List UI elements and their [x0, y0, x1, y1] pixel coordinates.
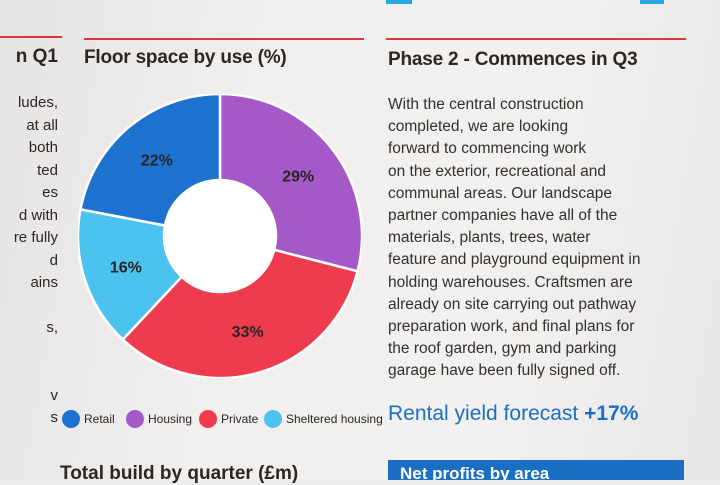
donut-slice-private — [121, 248, 360, 378]
body-line: already on site carrying out pathway — [388, 295, 637, 313]
left-line: both — [28, 139, 58, 156]
body-line: materials, plants, trees, water — [388, 229, 591, 247]
legend-swatch — [62, 410, 80, 428]
left-line: at all — [26, 116, 58, 134]
donut-slice-retail — [79, 94, 222, 227]
net-profits-heading: Net profits by area — [400, 464, 550, 480]
body-line: preparation work, and final plans for — [388, 317, 635, 335]
left-line: v — [50, 386, 59, 404]
body-line: garage have been fully signed off. — [388, 362, 621, 380]
right-divider — [386, 38, 686, 40]
left-body: ludes, at all both ted es d with re full… — [14, 92, 58, 430]
donut-slice-housing — [218, 94, 362, 273]
phase-heading: Phase 2 - Commences in Q3 — [388, 49, 638, 70]
legend-label: Sheltered housing — [286, 412, 383, 426]
rental-yield-value: +17% — [584, 402, 639, 425]
body-line: the roof garden, gym and parking — [388, 340, 617, 358]
legend-swatch — [199, 410, 217, 428]
donut-chart: 29% 33% 16% 22% — [78, 94, 362, 378]
legend-item-private: Private — [199, 410, 258, 428]
donut-hole — [165, 181, 275, 291]
legend-item-housing: Housing — [126, 410, 192, 428]
chart-title: Floor space by use (%) — [84, 47, 287, 68]
phase-body: With the central construction completed,… — [388, 94, 688, 382]
left-column: n Q1 ludes, at all both ted es d with re… — [0, 0, 62, 480]
left-line: s, — [46, 319, 58, 336]
donut-label-sheltered-housing: 16% — [110, 260, 142, 277]
donut-label-retail: 22% — [141, 153, 173, 170]
legend-item-retail: Retail — [62, 410, 115, 428]
left-line — [14, 340, 58, 363]
build-by-quarter-heading: Total build by quarter (£m) — [60, 463, 299, 484]
left-line: d with — [18, 206, 58, 224]
left-line: re fully — [13, 229, 58, 246]
rental-yield-forecast: Rental yield forecast +17% — [388, 402, 638, 426]
legend-item-sheltered-housing: Sheltered housing — [264, 410, 383, 428]
legend-swatch — [264, 410, 282, 428]
left-line: d — [49, 251, 58, 269]
legend-label: Retail — [84, 412, 115, 426]
left-line: ains — [30, 274, 58, 291]
body-line: partner companies have all of the — [388, 206, 618, 224]
legend-swatch — [126, 410, 144, 428]
donut-label-housing: 29% — [282, 168, 314, 185]
left-line: es — [42, 184, 58, 201]
top-tab-left — [386, 0, 412, 4]
body-line: holding warehouses. Craftsmen are — [388, 273, 633, 291]
body-line: forward to commencing work — [388, 140, 587, 158]
donut-slice-sheltered-housing — [78, 207, 184, 342]
left-line: ted — [37, 161, 58, 179]
left-line — [14, 295, 58, 318]
chart-legend: Retail Housing Private Sheltered housing — [62, 410, 383, 432]
rental-yield-label: Rental yield forecast — [388, 402, 579, 425]
body-line: completed, we are looking — [388, 118, 569, 136]
legend-label: Housing — [148, 412, 193, 426]
donut-label-private: 33% — [232, 324, 264, 341]
body-line: With the central construction — [388, 96, 584, 113]
left-line: s — [50, 409, 59, 426]
legend-label: Private — [221, 412, 259, 426]
net-profits-box: Net profits by area — [388, 460, 684, 480]
top-tab-right — [640, 0, 664, 4]
left-line — [14, 362, 58, 385]
left-heading: n Q1 — [15, 46, 58, 67]
left-divider — [0, 36, 62, 38]
chart-divider — [84, 38, 364, 40]
left-line: ludes, — [17, 94, 58, 111]
body-line: communal areas. Our landscape — [388, 184, 613, 202]
body-line: feature and playground equipment in — [388, 251, 641, 269]
body-line: on the exterior, recreational and — [388, 162, 606, 180]
